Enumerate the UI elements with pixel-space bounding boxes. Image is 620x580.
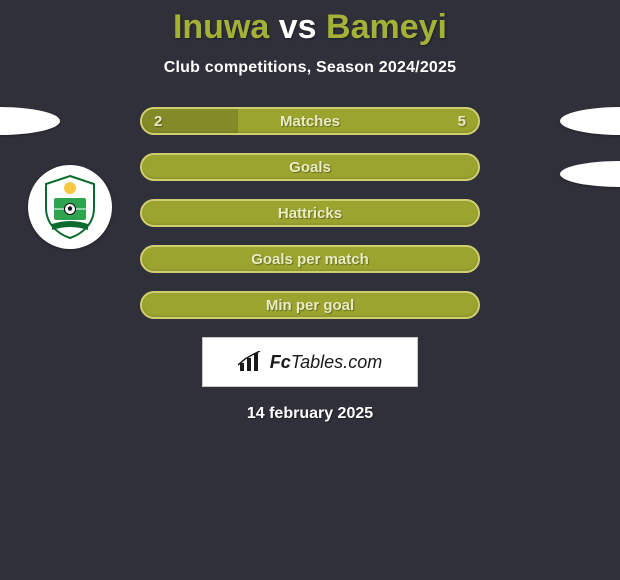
right-ellipse-placeholder xyxy=(560,107,620,135)
comparison-panel: Matches2 5 Goals Hattricks Goals per match Mi… xyxy=(0,107,620,423)
player1-name: Inuwa xyxy=(173,8,269,46)
right-ellipse-placeholder-2 xyxy=(560,161,620,187)
stat-bar-label: Matches xyxy=(142,109,478,133)
page-title: Inuwa vs Bameyi xyxy=(0,0,620,47)
stat-bar: Hattricks xyxy=(140,199,480,227)
source-logo: FcTables.com xyxy=(202,337,418,387)
left-ellipse-placeholder xyxy=(0,107,60,135)
logo-text: FcTables.com xyxy=(270,352,382,373)
stat-bar: Min per goal xyxy=(140,291,480,319)
date-line: 14 february 2025 xyxy=(0,405,620,423)
stat-bar-label: Goals xyxy=(142,155,478,179)
vs-text: vs xyxy=(279,8,317,46)
shield-icon xyxy=(42,174,98,240)
stat-bar-label: Hattricks xyxy=(142,201,478,225)
stat-bar-left-value: 2 xyxy=(154,109,162,133)
stat-bar: Goals xyxy=(140,153,480,181)
club-crest xyxy=(28,165,112,249)
bar-chart-icon xyxy=(238,351,264,373)
player2-name: Bameyi xyxy=(326,8,447,46)
logo-rest: Tables.com xyxy=(291,352,382,372)
stat-bar-label: Goals per match xyxy=(142,247,478,271)
stat-bar: Goals per match xyxy=(140,245,480,273)
stat-bar-right-value: 5 xyxy=(458,109,466,133)
subtitle: Club competitions, Season 2024/2025 xyxy=(0,59,620,77)
logo-bold: Fc xyxy=(270,352,291,372)
stat-bars: Matches2 5 Goals Hattricks Goals per match Mi… xyxy=(140,107,480,319)
stat-bar-label: Min per goal xyxy=(142,293,478,317)
stat-bar: Matches2 5 xyxy=(140,107,480,135)
